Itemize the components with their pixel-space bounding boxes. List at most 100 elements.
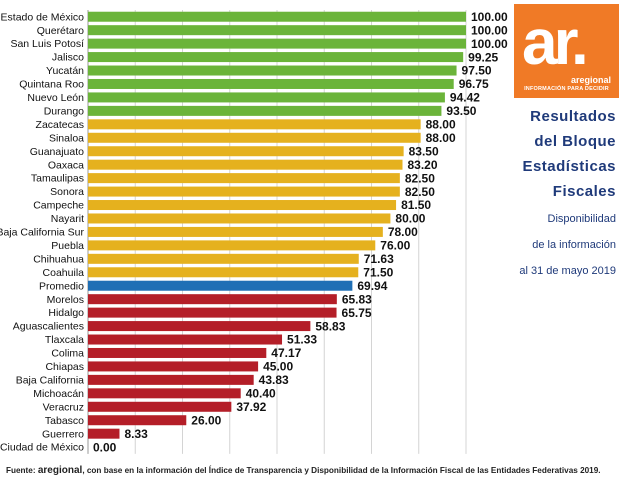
- category-label: Durango: [44, 105, 84, 117]
- value-label: 40.40: [246, 387, 276, 401]
- bar: [88, 415, 187, 426]
- bar: [88, 132, 421, 143]
- value-label: 0.00: [93, 440, 117, 454]
- bar: [88, 213, 391, 224]
- value-label: 83.20: [407, 158, 437, 172]
- value-label: 82.50: [405, 171, 435, 185]
- value-label: 81.50: [401, 198, 431, 212]
- category-label: Sonora: [50, 186, 84, 198]
- value-label: 71.50: [363, 265, 393, 279]
- logo-mark: ar.: [522, 6, 589, 78]
- bar: [88, 401, 232, 412]
- category-label: Hidalgo: [48, 307, 84, 319]
- category-label: Michoacán: [33, 388, 84, 400]
- category-label: Oaxaca: [48, 159, 84, 171]
- value-label: 88.00: [426, 131, 456, 145]
- category-label: Zacatecas: [36, 119, 84, 131]
- category-label: Aguascalientes: [13, 321, 84, 333]
- bar: [88, 11, 466, 22]
- bar: [88, 388, 241, 399]
- bar: [88, 226, 383, 237]
- bar: [88, 146, 404, 157]
- source-note: Fuente: aregional, con base en la inform…: [6, 465, 622, 476]
- value-label: 65.75: [342, 306, 372, 320]
- value-label: 96.75: [459, 77, 489, 91]
- category-label: Veracruz: [43, 401, 84, 413]
- category-label: Coahuila: [43, 267, 85, 279]
- bar: [88, 159, 403, 170]
- category-label: San Luis Potosí: [10, 38, 84, 50]
- bar: [88, 78, 454, 89]
- bar: [88, 428, 120, 439]
- value-label: 45.00: [263, 360, 293, 374]
- bar: [88, 105, 442, 116]
- source-prefix: Fuente:: [6, 466, 38, 475]
- value-label: 100.00: [471, 37, 508, 51]
- logo-name: aregional: [570, 75, 611, 85]
- value-label: 37.92: [236, 400, 266, 414]
- value-label: 26.00: [191, 413, 221, 427]
- value-label: 100.00: [471, 10, 508, 24]
- value-label: 80.00: [395, 212, 425, 226]
- side-subtitle-line-1: Disponibilidad: [547, 213, 617, 225]
- category-label: Guanajuato: [30, 146, 84, 158]
- bar: [88, 361, 259, 372]
- category-label: Tamaulipas: [31, 173, 84, 185]
- value-label: 99.25: [468, 50, 498, 64]
- category-label: Baja California Sur: [0, 227, 84, 239]
- side-subtitle-line-2: de la información: [532, 239, 616, 251]
- aregional-logo: ar. aregional INFORMACIÓN PARA DECIDIR: [514, 4, 619, 98]
- category-label: Colima: [51, 348, 84, 360]
- category-label: Yucatán: [46, 65, 84, 77]
- bar: [88, 173, 400, 184]
- side-title-line-1: Resultados: [530, 108, 616, 125]
- value-label: 69.94: [357, 279, 387, 293]
- category-label: Nuevo León: [27, 92, 84, 104]
- value-label: 88.00: [426, 118, 456, 132]
- value-label: 94.42: [450, 91, 480, 105]
- side-title-line-2: del Bloque: [534, 133, 616, 150]
- bars: [88, 11, 466, 439]
- bar: [88, 280, 353, 291]
- category-label: Ciudad de México: [0, 442, 84, 454]
- bar: [88, 253, 359, 264]
- category-label: Tlaxcala: [45, 334, 84, 346]
- category-label: Estado de México: [1, 11, 85, 23]
- category-label: Morelos: [47, 294, 84, 306]
- value-label: 82.50: [405, 185, 435, 199]
- category-label: Jalisco: [52, 52, 84, 64]
- value-label: 65.83: [342, 292, 372, 306]
- bar: [88, 186, 400, 197]
- bar: [88, 307, 337, 318]
- source-brand: aregional: [37, 465, 83, 476]
- category-label: Guerrero: [42, 428, 84, 440]
- value-labels: 100.00100.00100.0099.2597.5096.7594.4293…: [93, 10, 508, 454]
- bar: [88, 200, 397, 211]
- bar: [88, 52, 464, 63]
- value-label: 58.83: [315, 319, 345, 333]
- category-label: Chihuahua: [33, 253, 84, 265]
- category-label: Promedio: [39, 280, 84, 292]
- bar: [88, 334, 283, 345]
- value-label: 83.50: [409, 144, 439, 158]
- bar: [88, 374, 254, 385]
- bar: [88, 25, 466, 36]
- value-label: 71.63: [364, 252, 394, 266]
- bar: [88, 294, 337, 305]
- side-title-line-4: Fiscales: [552, 183, 616, 200]
- value-label: 76.00: [380, 239, 410, 253]
- category-label: Sinaloa: [49, 132, 84, 144]
- category-label: Campeche: [33, 200, 84, 212]
- value-label: 78.00: [388, 225, 418, 239]
- value-label: 43.83: [259, 373, 289, 387]
- bar: [88, 38, 466, 49]
- bar: [88, 240, 376, 251]
- logo-tagline: INFORMACIÓN PARA DECIDIR: [524, 86, 609, 92]
- bar: [88, 92, 445, 103]
- value-label: 93.50: [446, 104, 476, 118]
- bar: [88, 65, 457, 76]
- bar: [88, 321, 311, 332]
- value-label: 97.50: [462, 64, 492, 78]
- value-label: 47.17: [271, 346, 301, 360]
